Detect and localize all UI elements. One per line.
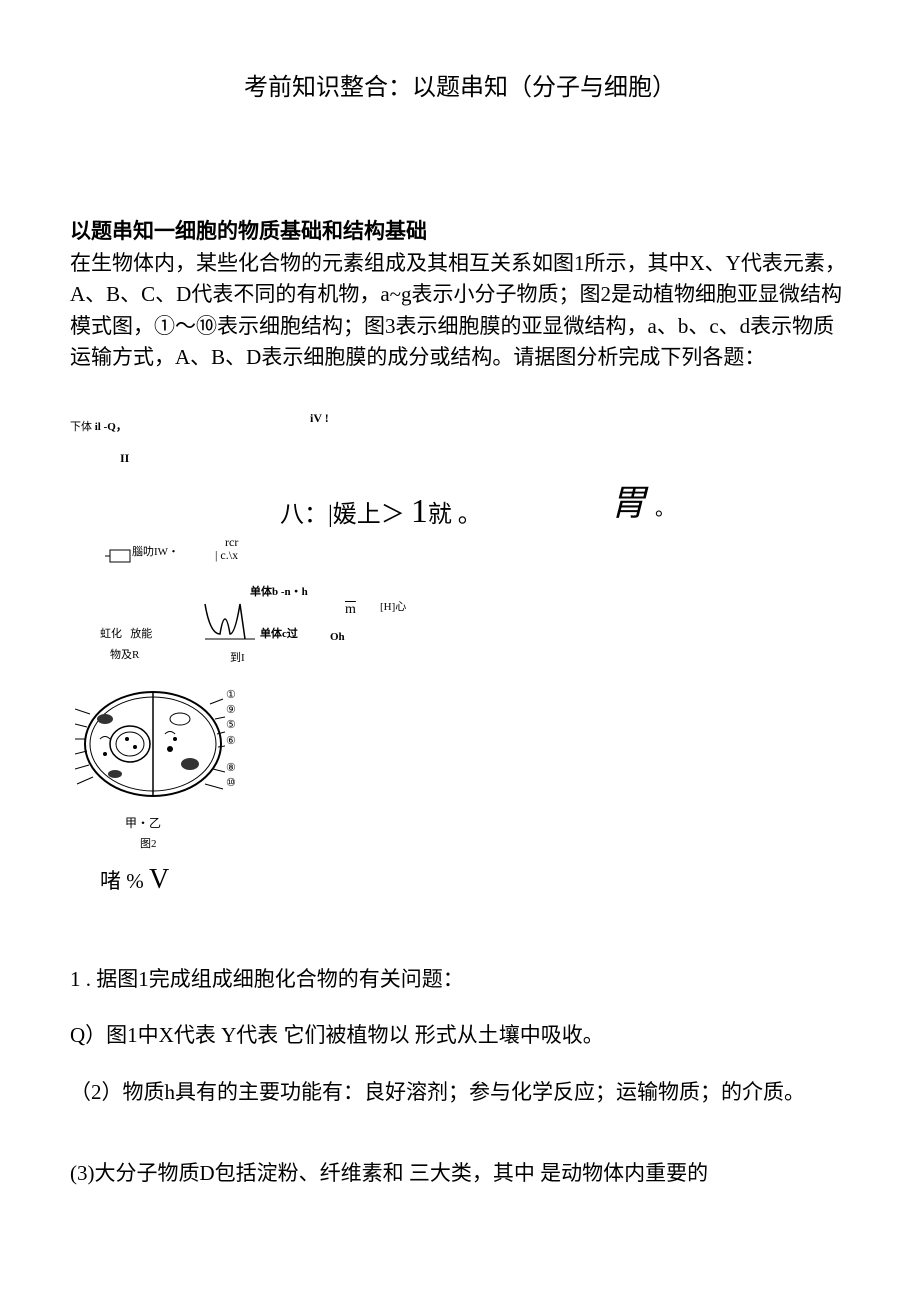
diagram-oh: Oh [330, 629, 345, 646]
page-title: 考前知识整合：以题串知（分子与细胞） [70, 70, 850, 106]
diagram-dao1: 到I [230, 650, 245, 667]
stomach-char: 胃 。 [610, 476, 675, 530]
diagram-area: 下体 il -Q， II iV ! 八：|媛上＞ 1就 。 胃 。 rcr | … [70, 404, 850, 924]
diagram-jiayi: 甲・乙 [125, 814, 161, 832]
formula-text: 八：|媛上＞ 1就 。 [280, 486, 482, 537]
cell-labels-right: ① ⑨ ⑤ ⑥ ⑧ ⑩ [226, 688, 236, 792]
diagram-bottom: 啫 % V [100, 859, 169, 901]
cell-diagram-image [75, 689, 225, 809]
question-1-sub1: Q）图1中X代表 Y代表 它们被植物以 形式从土壤中吸收。 [70, 1020, 850, 1052]
diagram-hong: 虹化 放能 [100, 626, 152, 643]
question-1-sub2: （2）物质h具有的主要功能有：良好溶剂；参与化学反应；运输物质；的介质。 [70, 1077, 850, 1109]
section-heading: 以题串知一细胞的物质基础和结构基础 [70, 219, 427, 243]
diagram-label-ii: II [120, 449, 129, 467]
diagram-wur: 物及R [110, 647, 139, 664]
diagram-m: m [345, 599, 356, 620]
question-1: 1 . 据图1完成组成细胞化合物的有关问题： [70, 964, 850, 996]
question-1-sub3: (3)大分子物质D包括淀粉、纤维素和 三大类，其中 是动物体内重要的 [70, 1158, 850, 1190]
diagram-unit-c: 单体c过 [260, 626, 298, 643]
box-shape [105, 544, 135, 576]
diagram-nao: 腦叻IW・ [132, 544, 179, 561]
intro-paragraph: 以题串知一细胞的物质基础和结构基础 在生物体内，某些化合物的元素组成及其相互关系… [70, 216, 850, 374]
diagram-cx: | c.\x [215, 546, 238, 564]
diagram-hx: [H]心 [380, 599, 406, 616]
diagram-tu2: 图2 [140, 836, 157, 853]
diagram-label-xiati: 下体 il -Q， [70, 419, 127, 436]
diagram-label-iv: iV ! [310, 409, 329, 427]
curve-shape [200, 599, 260, 654]
intro-text: 在生物体内，某些化合物的元素组成及其相互关系如图1所示，其中X、Y代表元素，A、… [70, 251, 846, 370]
